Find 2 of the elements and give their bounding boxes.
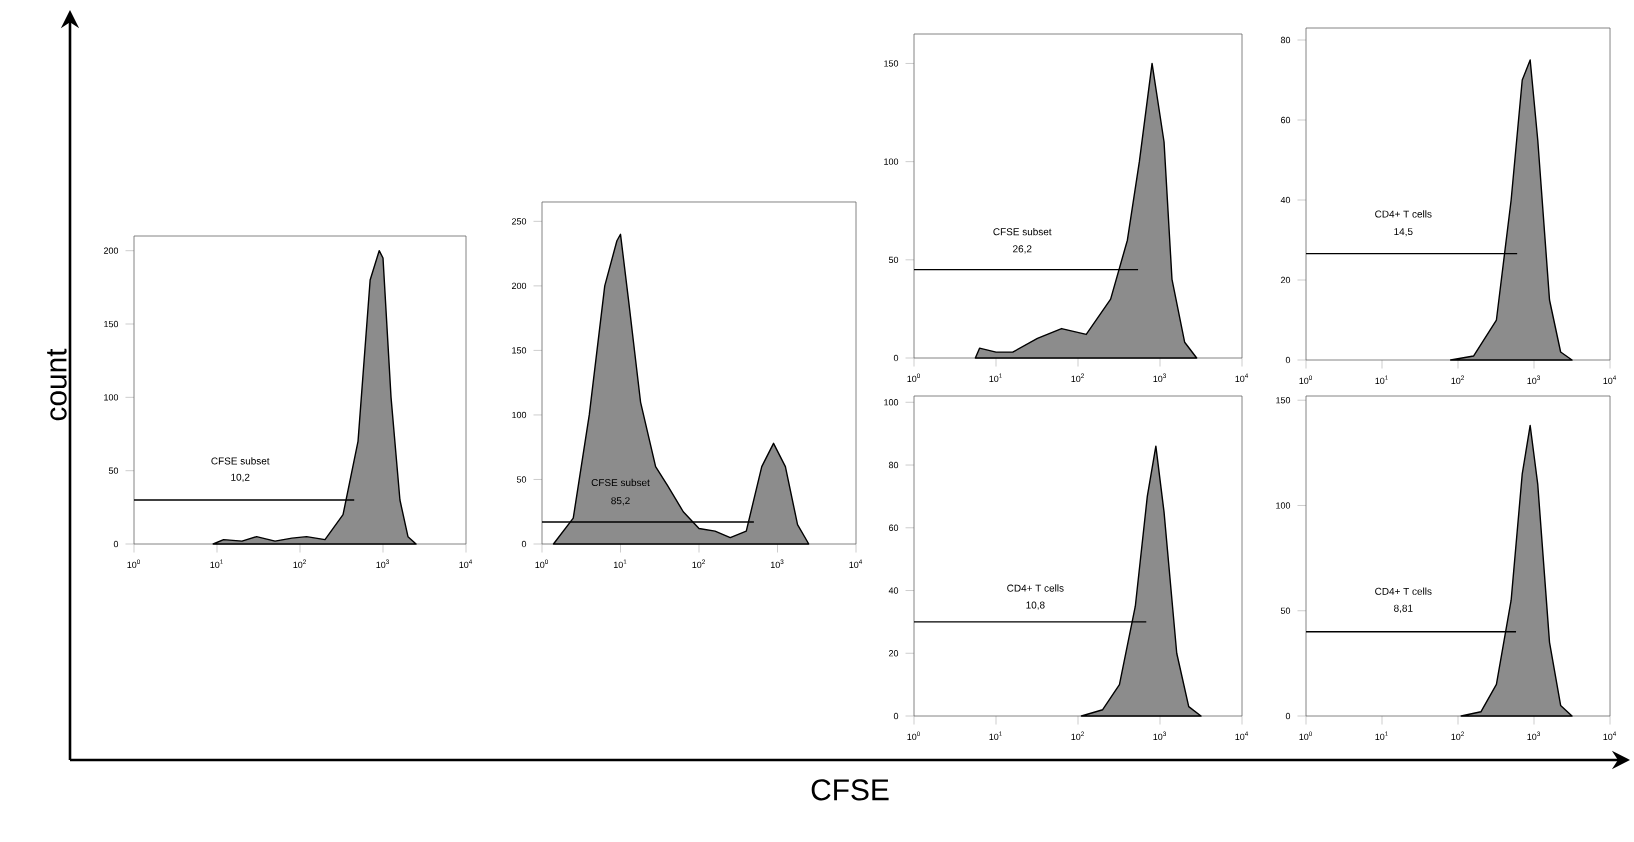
text: CFSE xyxy=(811,779,889,801)
text: count xyxy=(47,348,67,421)
